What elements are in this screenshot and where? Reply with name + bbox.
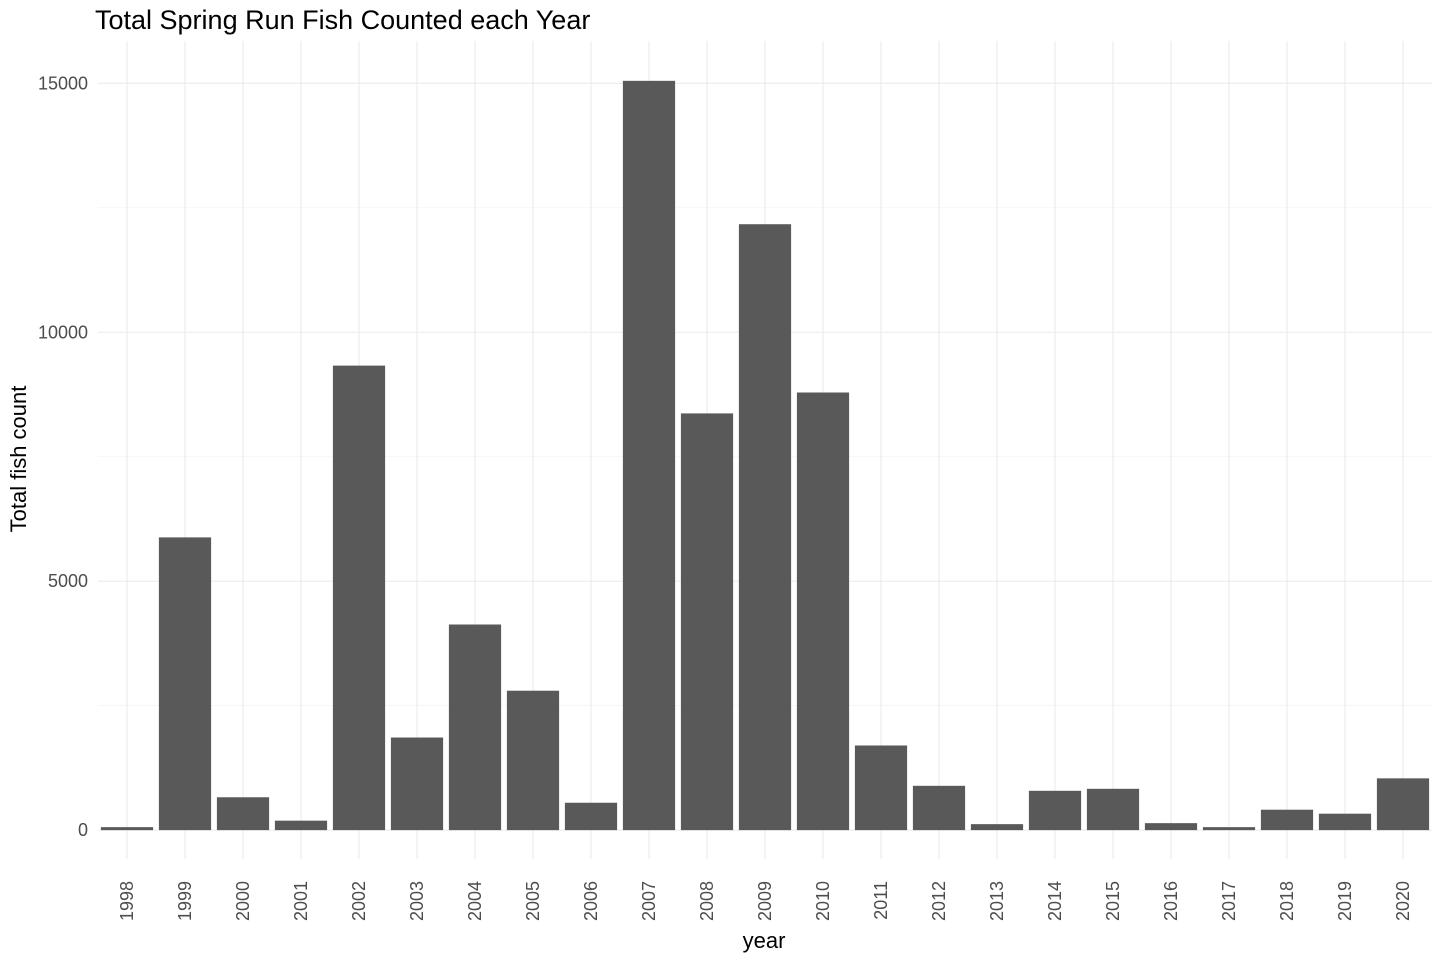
x-tick-label: 2018 — [1277, 881, 1297, 921]
x-tick-label: 2011 — [871, 881, 891, 920]
y-tick-label: 5000 — [48, 571, 88, 591]
bar-2013 — [970, 824, 1024, 831]
x-tick-label: 2015 — [1103, 881, 1123, 921]
x-tick-label: 2008 — [697, 881, 717, 921]
x-tick-label: 2010 — [813, 881, 833, 921]
x-tick-label: 2017 — [1219, 881, 1239, 921]
bar-2016 — [1144, 823, 1198, 831]
bar-2005 — [506, 690, 560, 831]
bar-2007 — [622, 80, 676, 831]
x-tick-label: 1998 — [117, 881, 137, 921]
y-tick-label: 10000 — [38, 322, 88, 342]
x-tick-label: 2014 — [1045, 881, 1065, 921]
bar-2019 — [1318, 813, 1372, 831]
x-tick-label: 2000 — [233, 881, 253, 921]
x-tick-label: 1999 — [175, 881, 195, 921]
bar-2004 — [448, 624, 502, 831]
bar-1999 — [158, 537, 212, 831]
bar-2014 — [1028, 790, 1082, 831]
x-tick-label: 2009 — [755, 881, 775, 921]
x-tick-label: 2019 — [1335, 881, 1355, 921]
y-tick-label: 0 — [78, 820, 88, 840]
x-tick-label: 2006 — [581, 881, 601, 921]
bar-2017 — [1202, 827, 1256, 831]
x-tick-label: 2012 — [929, 881, 949, 921]
x-tick-label: 2005 — [523, 881, 543, 921]
bar-2020 — [1376, 778, 1430, 831]
y-axis-ticks: 0 5000 10000 15000 — [38, 73, 88, 840]
x-tick-label: 2001 — [291, 881, 311, 921]
x-tick-label: 2020 — [1393, 881, 1413, 921]
x-axis-ticks: 1998 1999 2000 2001 2002 2003 2004 2005 2006 2007… — [117, 881, 1413, 921]
chart-title: Total Spring Run Fish Counted each Year — [95, 5, 590, 35]
x-tick-label: 2004 — [465, 881, 485, 921]
bar-2011 — [854, 745, 908, 831]
bars — [100, 80, 1430, 831]
x-tick-label: 2016 — [1161, 881, 1181, 921]
bar-2012 — [912, 785, 966, 831]
x-tick-label: 2013 — [987, 881, 1007, 921]
bar-2008 — [680, 413, 734, 831]
x-tick-label: 2007 — [639, 881, 659, 921]
bar-2001 — [274, 820, 328, 831]
bar-2006 — [564, 802, 618, 831]
x-tick-label: 2003 — [407, 881, 427, 921]
y-tick-label: 15000 — [38, 73, 88, 93]
y-axis-title: Total fish count — [6, 386, 31, 533]
bar-2010 — [796, 392, 850, 831]
bar-2003 — [390, 737, 444, 831]
bar-1998 — [100, 827, 154, 831]
bar-2000 — [216, 797, 270, 831]
x-tick-label: 2002 — [349, 881, 369, 921]
bar-2009 — [738, 224, 792, 831]
bar-2015 — [1086, 788, 1140, 831]
bar-2018 — [1260, 809, 1314, 831]
x-axis-title: year — [743, 928, 786, 953]
bar-2002 — [332, 365, 386, 831]
